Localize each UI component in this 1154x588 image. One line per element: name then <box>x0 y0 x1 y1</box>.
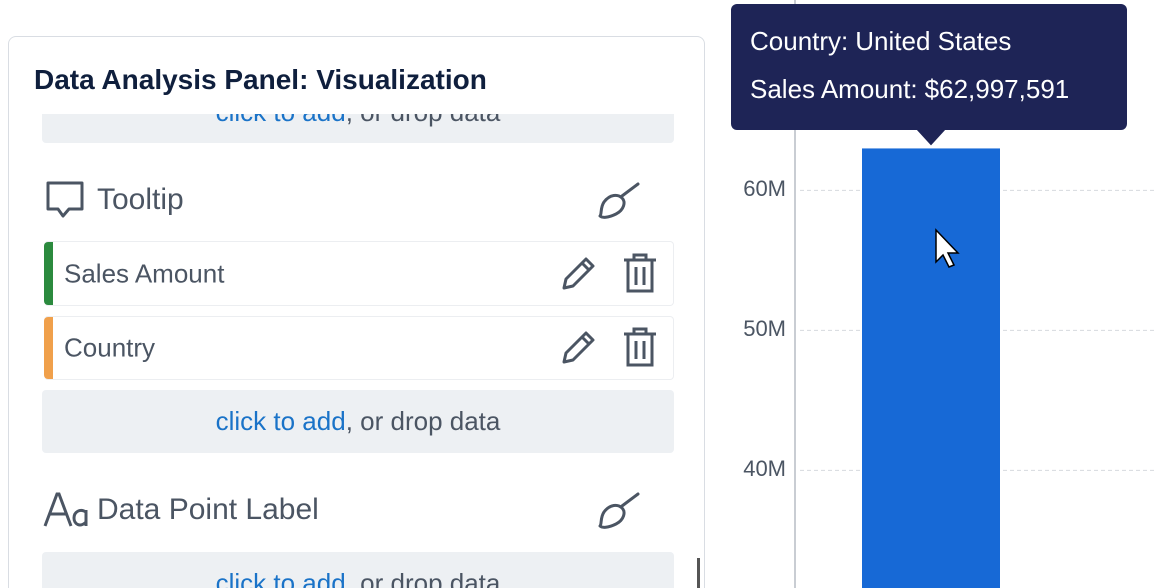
tooltip-value: United States <box>855 26 1011 56</box>
add-link[interactable]: click to add <box>216 114 346 128</box>
drop-text: , or drop data <box>345 406 501 436</box>
tooltip-arrow <box>916 129 946 146</box>
y-tick-label: 50M <box>743 316 786 341</box>
delete-button[interactable] <box>620 252 660 294</box>
edit-button[interactable] <box>558 328 598 368</box>
drop-text: , or drop data <box>345 567 501 588</box>
delete-button[interactable] <box>620 326 660 368</box>
panel-scroll: click to add, or drop data Tooltip Sales… <box>8 114 706 588</box>
tooltip-line: Country: United States <box>750 26 1011 56</box>
tooltip-value: $62,997,591 <box>925 74 1070 104</box>
bar <box>862 148 1000 588</box>
label-icon <box>43 492 88 527</box>
panel-title: Data Analysis Panel: Visualization <box>34 64 487 95</box>
cursor <box>935 228 960 268</box>
field-color <box>44 242 53 305</box>
drop-zone[interactable]: click to add, or drop data <box>42 114 674 143</box>
chart: 40M 50M 60M Country: United States Sales Amou… <box>731 0 1154 588</box>
drop-zone[interactable]: click to add, or drop data <box>42 390 674 453</box>
add-link[interactable]: click to add <box>215 567 346 588</box>
y-tick-label: 40M <box>743 456 786 481</box>
field-name: Sales Amount <box>64 258 225 288</box>
add-link[interactable]: click to add <box>215 406 346 436</box>
tooltip-icon <box>46 181 84 218</box>
tooltip: Country: United States Sales Amount: $62,99… <box>731 4 1127 146</box>
section-title: Data Point Label <box>97 493 319 526</box>
field-row[interactable]: Sales Amount <box>44 241 674 306</box>
drop-zone[interactable]: click to add, or drop data <box>42 552 674 588</box>
section-title: Tooltip <box>97 183 184 216</box>
tooltip-box <box>731 4 1127 130</box>
y-tick-label: 60M <box>743 176 786 201</box>
tooltip-key: Sales Amount: <box>750 74 918 104</box>
edit-button[interactable] <box>558 254 598 294</box>
style-button[interactable] <box>596 490 642 530</box>
drop-text: , or drop data <box>346 114 501 128</box>
tooltip-key: Country: <box>750 26 848 56</box>
style-button[interactable] <box>596 180 642 220</box>
scrollbar <box>697 558 700 588</box>
field-name: Country <box>64 332 156 363</box>
tooltip-line: Sales Amount: $62,997,591 <box>750 74 1069 104</box>
field-color <box>44 317 53 379</box>
